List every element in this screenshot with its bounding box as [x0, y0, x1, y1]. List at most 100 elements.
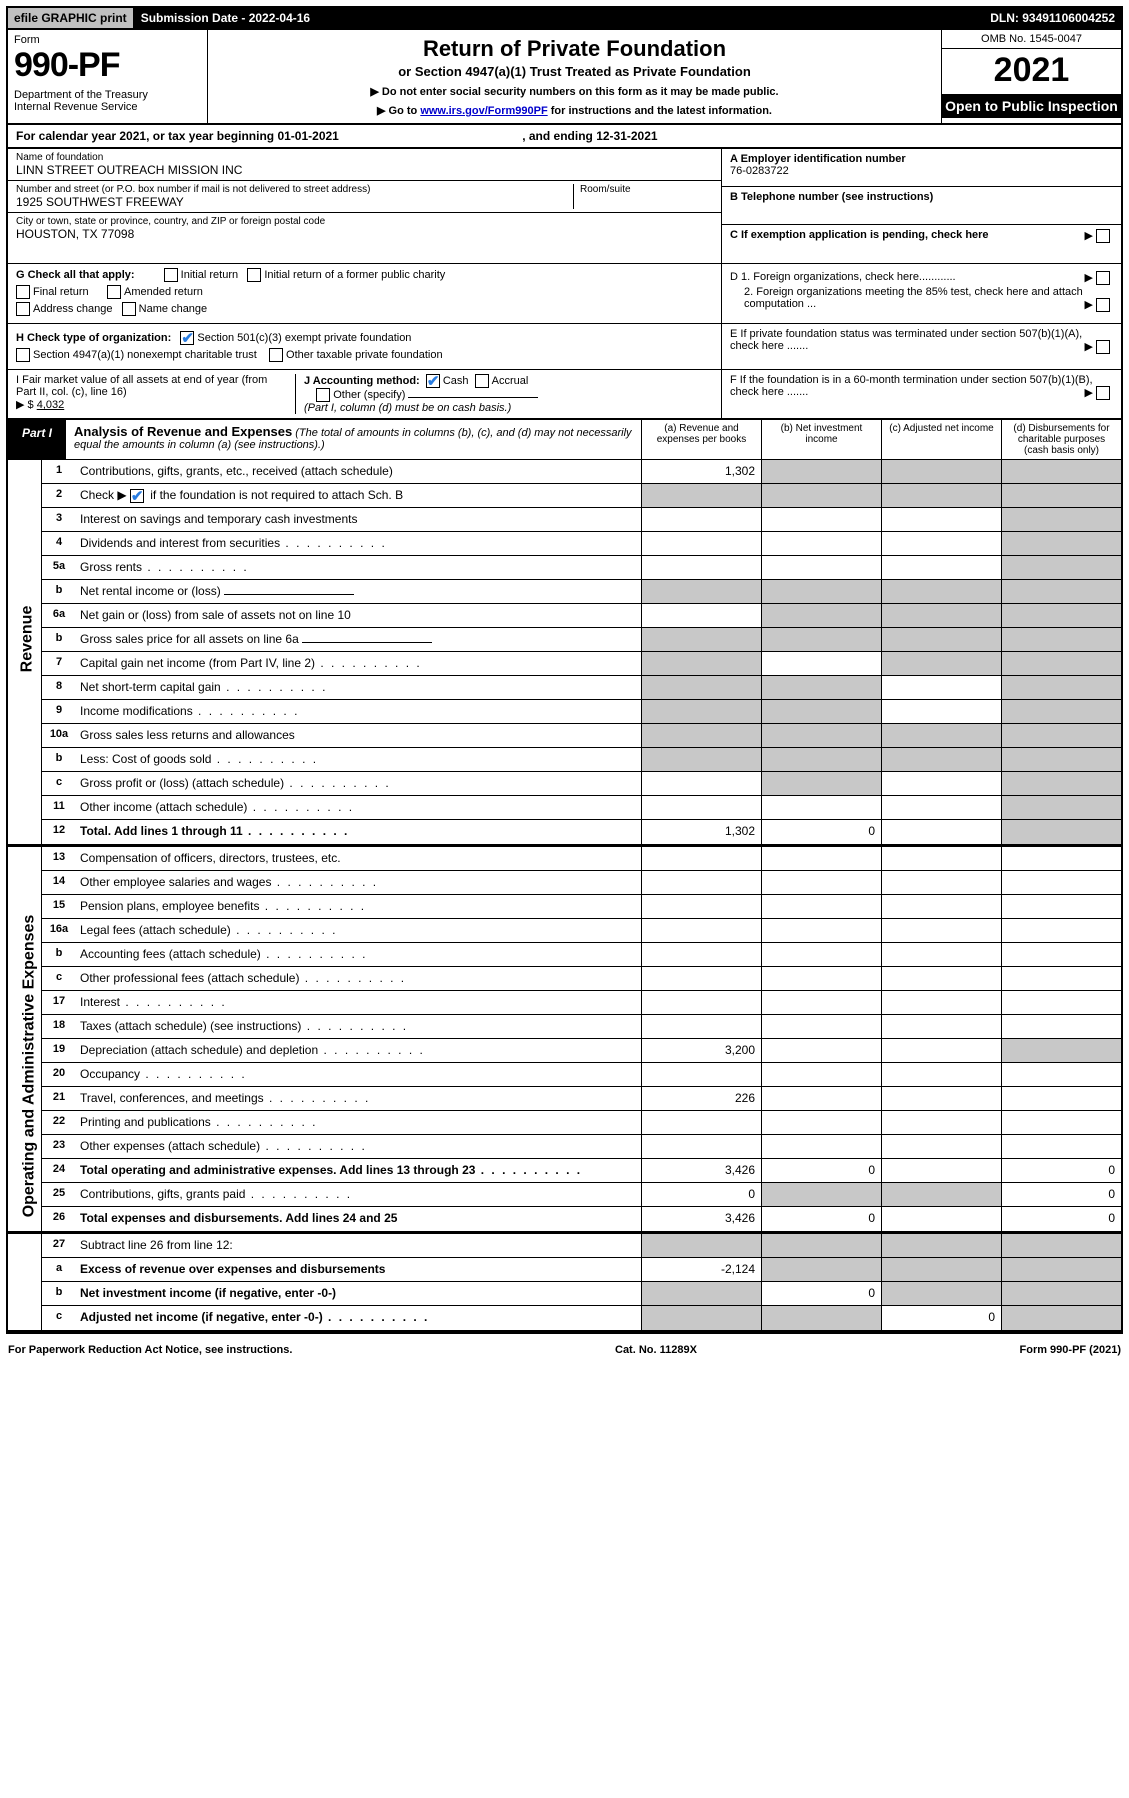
h-501c3-checkbox[interactable]	[180, 331, 194, 345]
r16c-num: c	[42, 967, 76, 990]
r2-checkbox[interactable]	[130, 489, 144, 503]
r24-b: 0	[761, 1159, 881, 1182]
g-name-change[interactable]	[122, 302, 136, 316]
r27b-desc: Net investment income (if negative, ente…	[76, 1282, 641, 1305]
j-accrual: Accrual	[492, 375, 529, 387]
r26-num: 26	[42, 1207, 76, 1231]
r5b-num: b	[42, 580, 76, 603]
c-checkbox[interactable]	[1096, 229, 1110, 243]
row-7: 7Capital gain net income (from Part IV, …	[42, 652, 1121, 676]
row-11: 11Other income (attach schedule)	[42, 796, 1121, 820]
city-label: City or town, state or province, country…	[16, 216, 713, 227]
g-opt-0: Initial return	[181, 269, 238, 281]
r9-d	[1001, 700, 1121, 723]
j-other: Other (specify)	[333, 389, 405, 401]
r2-d1: Check ▶	[80, 488, 127, 502]
r21-num: 21	[42, 1087, 76, 1110]
r6b-c	[881, 628, 1001, 651]
form-header: Form 990-PF Department of the Treasury I…	[8, 30, 1121, 125]
r7-d	[1001, 652, 1121, 675]
r10c-a	[641, 772, 761, 795]
j-cash-checkbox[interactable]	[426, 374, 440, 388]
foundation-name-row: Name of foundation LINN STREET OUTREACH …	[8, 149, 721, 181]
r26-b: 0	[761, 1207, 881, 1231]
calyear-mid: , and ending	[522, 129, 596, 143]
r5b-d: Net rental income or (loss)	[80, 584, 221, 598]
row-25: 25Contributions, gifts, grants paid00	[42, 1183, 1121, 1207]
r23-c	[881, 1135, 1001, 1158]
r12-c	[881, 820, 1001, 844]
footer-right: Form 990-PF (2021)	[1020, 1344, 1121, 1356]
instr2-pre: ▶ Go to	[377, 105, 420, 117]
e-checkbox[interactable]	[1096, 340, 1110, 354]
efile-badge: efile GRAPHIC print	[8, 8, 135, 28]
d1-checkbox[interactable]	[1096, 271, 1110, 285]
r19-c	[881, 1039, 1001, 1062]
address-row: Number and street (or P.O. box number if…	[8, 181, 721, 213]
g-opt-4: Address change	[33, 303, 113, 315]
r9-c	[881, 700, 1001, 723]
ein-cell: A Employer identification number 76-0283…	[722, 149, 1121, 187]
part1-title: Analysis of Revenue and Expenses	[74, 424, 292, 439]
form-990pf: efile GRAPHIC print Submission Date - 20…	[6, 6, 1123, 1334]
part1-label: Part I	[8, 420, 66, 459]
part1-header: Part I Analysis of Revenue and Expenses …	[8, 420, 1121, 460]
r15-b	[761, 895, 881, 918]
r27b-c	[881, 1282, 1001, 1305]
expenses-side-label: Operating and Administrative Expenses	[8, 847, 42, 1231]
col-b-header: (b) Net investment income	[761, 420, 881, 459]
r16b-desc: Accounting fees (attach schedule)	[76, 943, 641, 966]
revenue-text: Revenue	[18, 606, 36, 673]
g-initial-return[interactable]	[164, 268, 178, 282]
r16b-d	[1001, 943, 1121, 966]
row-10a: 10aGross sales less returns and allowanc…	[42, 724, 1121, 748]
r25-desc: Contributions, gifts, grants paid	[76, 1183, 641, 1206]
row-23: 23Other expenses (attach schedule)	[42, 1135, 1121, 1159]
r17-c	[881, 991, 1001, 1014]
row-27: 27Subtract line 26 from line 12:	[42, 1234, 1121, 1258]
h-4947-checkbox[interactable]	[16, 348, 30, 362]
form-year-block: OMB No. 1545-0047 2021 Open to Public In…	[941, 30, 1121, 123]
d2-checkbox[interactable]	[1096, 298, 1110, 312]
form-label: Form	[14, 34, 201, 46]
r10c-d	[1001, 772, 1121, 795]
r20-desc: Occupancy	[76, 1063, 641, 1086]
opts-ij-f: I Fair market value of all assets at end…	[8, 370, 1121, 420]
r10a-b	[761, 724, 881, 747]
r21-b	[761, 1087, 881, 1110]
part1-col-headers: (a) Revenue and expenses per books (b) N…	[641, 420, 1121, 459]
r10a-num: 10a	[42, 724, 76, 747]
f-checkbox[interactable]	[1096, 386, 1110, 400]
r8-b	[761, 676, 881, 699]
r17-a	[641, 991, 761, 1014]
row-10b: bLess: Cost of goods sold	[42, 748, 1121, 772]
r12-b: 0	[761, 820, 881, 844]
h-opt-a: Section 501(c)(3) exempt private foundat…	[197, 332, 411, 344]
g-final-return[interactable]	[16, 285, 30, 299]
r24-a: 3,426	[641, 1159, 761, 1182]
j-other-checkbox[interactable]	[316, 388, 330, 402]
r16b-c	[881, 943, 1001, 966]
h-other-checkbox[interactable]	[269, 348, 283, 362]
g-block: G Check all that apply: Initial return I…	[8, 264, 721, 323]
j-accrual-checkbox[interactable]	[475, 374, 489, 388]
r11-num: 11	[42, 796, 76, 819]
g-amended-return[interactable]	[107, 285, 121, 299]
r16a-c	[881, 919, 1001, 942]
revenue-side-label: Revenue	[8, 460, 42, 844]
r13-num: 13	[42, 847, 76, 870]
r22-a	[641, 1111, 761, 1134]
g-address-change[interactable]	[16, 302, 30, 316]
r27c-c: 0	[881, 1306, 1001, 1330]
row-9: 9Income modifications	[42, 700, 1121, 724]
row-24: 24Total operating and administrative exp…	[42, 1159, 1121, 1183]
irs-link[interactable]: www.irs.gov/Form990PF	[420, 105, 547, 117]
r5b-desc: Net rental income or (loss)	[76, 580, 641, 603]
r21-d	[1001, 1087, 1121, 1110]
r5b-b	[761, 580, 881, 603]
row-5b: b Net rental income or (loss)	[42, 580, 1121, 604]
identity-right: A Employer identification number 76-0283…	[721, 149, 1121, 263]
row-27a: aExcess of revenue over expenses and dis…	[42, 1258, 1121, 1282]
g-initial-former[interactable]	[247, 268, 261, 282]
r24-num: 24	[42, 1159, 76, 1182]
